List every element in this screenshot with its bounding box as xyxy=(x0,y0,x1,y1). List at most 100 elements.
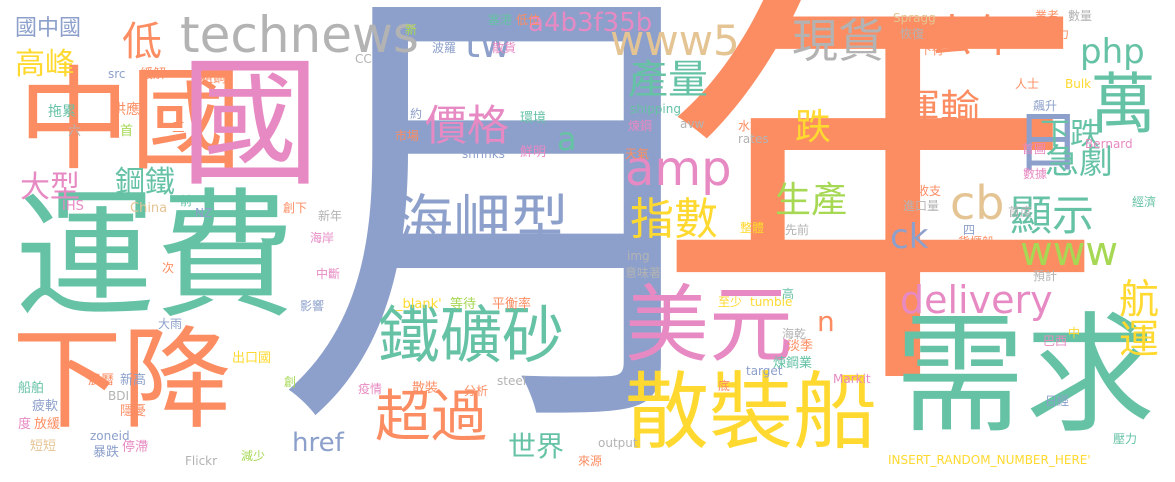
word: 首度 xyxy=(1008,205,1033,219)
word: 萬 xyxy=(1090,66,1156,143)
word: 供應 xyxy=(112,102,140,118)
word: 底 xyxy=(718,379,731,393)
word: steel xyxy=(497,374,527,388)
word: 來源 xyxy=(578,454,603,468)
word: 低 xyxy=(122,19,162,65)
word: target xyxy=(746,364,783,378)
word: 日經 xyxy=(1045,394,1070,408)
word: INSERT_RANDOM_NUMBER_HERE' xyxy=(888,453,1091,467)
word: 收支 xyxy=(917,184,942,198)
word: 前 xyxy=(180,194,193,208)
word: 高 xyxy=(782,287,795,301)
word: 緩解 xyxy=(140,67,167,82)
word: 壓力 xyxy=(1113,432,1138,446)
word: Bernard xyxy=(1085,137,1133,151)
word: a xyxy=(557,120,577,158)
word: php xyxy=(1080,32,1145,72)
word: 約 xyxy=(410,107,423,121)
word: 水準 xyxy=(738,119,763,133)
word: 運費 xyxy=(15,176,296,339)
word: 價格 xyxy=(425,101,510,150)
word: 人士 xyxy=(1015,77,1040,91)
word: 三 xyxy=(172,121,186,136)
word: 貨櫃船 xyxy=(958,235,995,249)
word: 鮮明 xyxy=(520,145,547,160)
word: 恢復 xyxy=(900,27,925,41)
word: 新高 xyxy=(120,373,147,388)
word: 下跌 xyxy=(1040,117,1100,152)
word: 國中國 xyxy=(15,16,82,41)
word: 拖累 xyxy=(48,104,76,120)
word: 隱憂 xyxy=(120,404,147,419)
word: 平衡率 xyxy=(492,297,532,312)
word: 船舶 xyxy=(18,381,45,396)
word: 下降 xyxy=(12,316,232,444)
word: amp xyxy=(625,141,732,197)
word: 海乾 xyxy=(782,327,807,341)
word: 鋼鐵 xyxy=(115,165,175,200)
word: 新年 xyxy=(318,209,343,223)
word: img xyxy=(627,249,650,263)
word: 飆升 xyxy=(1033,99,1058,113)
word: 淡季 xyxy=(787,339,814,354)
word: 現貨 xyxy=(792,14,884,68)
word: 環境 xyxy=(520,111,547,126)
word: 中國 xyxy=(18,56,242,186)
word: cb xyxy=(950,176,1005,230)
word: 意味著 xyxy=(625,266,662,280)
word: 數據 xyxy=(1023,167,1048,181)
word: 低位 xyxy=(516,13,541,27)
word: a4b3f35b xyxy=(528,8,653,38)
word: 先前 xyxy=(785,223,810,237)
word: 海岬型 xyxy=(395,188,570,256)
word: 急劇 xyxy=(1045,142,1113,182)
word: 農曆 xyxy=(88,373,115,388)
word: 次 xyxy=(162,261,175,275)
word: 天氣 xyxy=(625,147,650,161)
word: delivery xyxy=(900,278,1053,322)
word: 暴跌 xyxy=(93,445,120,460)
word: 跌 xyxy=(795,107,832,148)
word: 度 xyxy=(18,417,32,432)
word: 生產 xyxy=(775,180,848,221)
word: 波羅 xyxy=(432,41,457,55)
word: China xyxy=(130,201,168,216)
word: 整體 xyxy=(740,221,765,235)
word: 巴西 xyxy=(1043,334,1068,348)
word: 六 xyxy=(68,124,82,139)
word: 指數 xyxy=(630,194,718,245)
word: 等待 xyxy=(450,297,477,312)
word: 數量 xyxy=(1068,9,1093,23)
word: 高峰 xyxy=(15,47,75,82)
word: _blank' xyxy=(396,297,442,312)
word: 鐵礦砂 xyxy=(378,299,565,372)
word: 散裝船 xyxy=(625,363,878,461)
word: 去年 xyxy=(930,11,1018,62)
word: tw xyxy=(465,22,511,66)
word: rates xyxy=(738,132,769,146)
word: IHS xyxy=(62,199,84,214)
word: 創 xyxy=(284,375,297,389)
word: 美元 xyxy=(625,276,794,374)
word: 減少 xyxy=(241,449,266,463)
word: tumble xyxy=(750,295,793,309)
word: 疲軟 xyxy=(32,399,59,414)
word: 下行 xyxy=(920,43,945,57)
word: href xyxy=(292,428,344,458)
word: 運輸 xyxy=(900,87,980,133)
word: 國 xyxy=(180,43,321,206)
word: 塞港 xyxy=(488,13,513,27)
word: 產量 xyxy=(628,57,708,103)
word: shrinks xyxy=(462,147,505,161)
word: 市場 xyxy=(395,129,420,143)
word: src xyxy=(108,67,126,81)
word: 至少 xyxy=(718,295,743,309)
word: 疫情 xyxy=(358,382,383,396)
word: 停滯 xyxy=(122,440,149,455)
word: 短短 xyxy=(30,439,57,454)
word: 大型 xyxy=(20,170,80,205)
word: technews xyxy=(180,6,419,64)
word: avw xyxy=(680,117,705,131)
word: www5 xyxy=(610,16,740,65)
